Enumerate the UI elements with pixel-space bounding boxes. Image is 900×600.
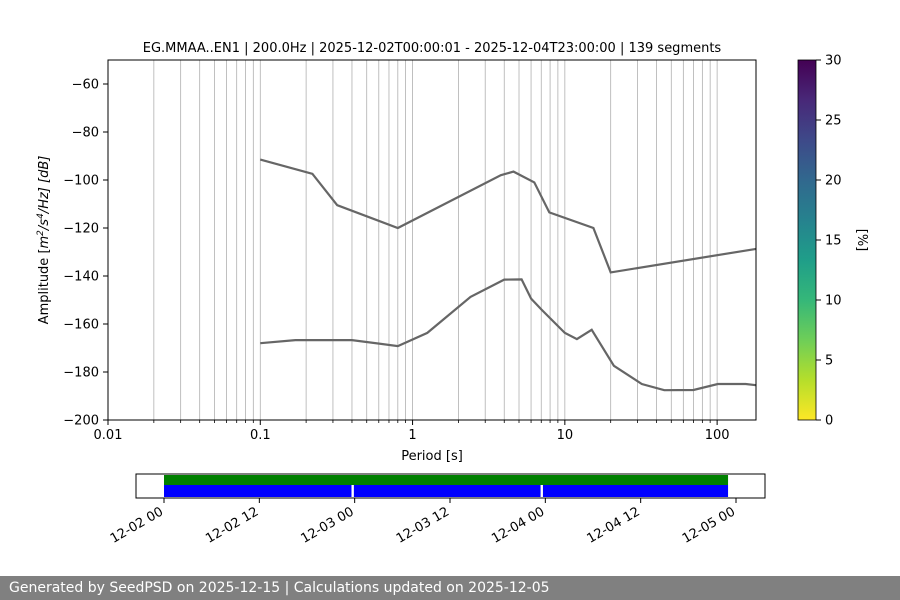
y-axis-unit-s: /s bbox=[37, 219, 52, 231]
y-tick-label: −60 bbox=[72, 78, 99, 93]
x-grid bbox=[107, 60, 718, 420]
x-axis: 0.01 0.1 1 10 100 bbox=[94, 420, 730, 443]
x-axis-label: Period [s] bbox=[401, 449, 463, 464]
x-tick-label: 0.01 bbox=[94, 428, 123, 443]
timeline-tick-label: 12-04 12 bbox=[585, 504, 643, 546]
colorbar-tick-label: 20 bbox=[825, 174, 842, 189]
timeline-tick-label: 12-02 00 bbox=[108, 504, 166, 546]
segment-bar bbox=[353, 485, 541, 497]
chart-title: EG.MMAA..EN1 | 200.0Hz | 2025-12-02T00:0… bbox=[143, 41, 722, 56]
y-tick-label: −120 bbox=[63, 222, 99, 237]
y-tick-label: −100 bbox=[63, 174, 99, 189]
y-tick-label: −80 bbox=[72, 126, 99, 141]
y-tick-label: −160 bbox=[63, 318, 99, 333]
timeline-tick-label: 12-04 00 bbox=[489, 504, 547, 546]
x-tick-label: 100 bbox=[705, 428, 730, 443]
y-axis-unit-sup2: 4 bbox=[36, 213, 46, 219]
noise-model-lines bbox=[260, 158, 757, 392]
x-tick-label: 0.1 bbox=[250, 428, 271, 443]
noise-model-line-1 bbox=[260, 278, 757, 392]
coverage-bar bbox=[164, 475, 729, 485]
colorbar-tick-label: 25 bbox=[825, 114, 842, 129]
timeline-tick-label: 12-03 12 bbox=[394, 504, 452, 546]
colorbar-ticks: 0 5 10 15 20 25 30 bbox=[816, 54, 842, 429]
y-tick-label: −180 bbox=[63, 366, 99, 381]
y-axis: −60 −80 −100 −120 −140 −160 −180 −200 bbox=[63, 78, 108, 429]
segment-bar bbox=[164, 485, 352, 497]
timeline-tick-label: 12-05 00 bbox=[680, 504, 738, 546]
y-axis-unit-m: m bbox=[37, 236, 52, 249]
y-tick-label: −200 bbox=[63, 414, 99, 429]
colorbar-tick-label: 0 bbox=[825, 414, 833, 429]
x-tick-label: 10 bbox=[557, 428, 574, 443]
y-axis-label: Amplitude [m2/s4/Hz] [dB] bbox=[36, 156, 52, 325]
data-timeline: 12-02 00 12-02 12 12-03 00 12-03 12 12-04 00… bbox=[108, 473, 766, 547]
timeline-tick-label: 12-03 00 bbox=[299, 504, 357, 546]
noise-model-line-2 bbox=[260, 158, 757, 274]
colorbar-tick-label: 15 bbox=[825, 234, 842, 249]
x-tick-label: 1 bbox=[408, 428, 416, 443]
footer: Generated by SeedPSD on 2025-12-15 | Cal… bbox=[0, 576, 900, 600]
y-axis-unit-tail: /Hz] [dB] bbox=[37, 156, 52, 215]
y-tick-label: −140 bbox=[63, 270, 99, 285]
colorbar-tick-label: 10 bbox=[825, 294, 842, 309]
colorbar-label: [%] bbox=[854, 229, 869, 252]
y-axis-label-main: Amplitude [ bbox=[37, 248, 52, 324]
colorbar-tick-label: 5 bbox=[825, 354, 833, 369]
colorbar-tick-label: 30 bbox=[825, 54, 842, 69]
segment-bar bbox=[542, 485, 729, 497]
y-axis-unit-sup1: 2 bbox=[36, 230, 46, 236]
plot-frame bbox=[107, 59, 757, 421]
timeline-tick-label: 12-02 12 bbox=[203, 504, 261, 546]
colorbar bbox=[797, 59, 817, 421]
